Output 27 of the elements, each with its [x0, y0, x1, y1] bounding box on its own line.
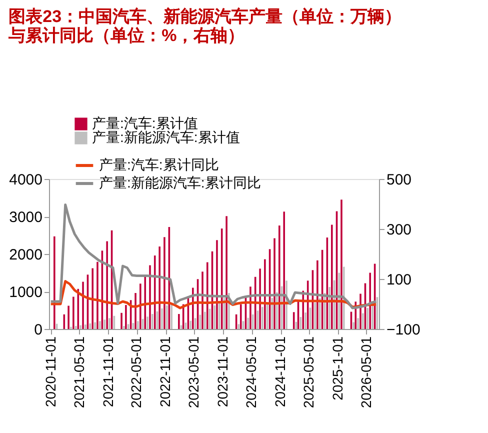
- x-tick-label: 2021-05-01: [70, 336, 87, 408]
- y-tick-label: 2000: [9, 246, 42, 264]
- line-series: [50, 204, 378, 310]
- y2-tick-label: 500: [386, 172, 412, 188]
- y2-tick-label: 300: [386, 222, 412, 238]
- legend-label: 产量:汽车:累计同比: [99, 156, 219, 172]
- y-tick-label: 4000: [9, 172, 42, 188]
- x-tick-label: 2026-05-01: [358, 336, 374, 408]
- x-tick-label: 2021-11-01: [100, 336, 116, 408]
- x-tick-label: 2025-05-01: [300, 336, 317, 408]
- x-tick-label: 2022-05-01: [128, 336, 144, 408]
- x-tick-label: 2025-1-01: [329, 336, 346, 400]
- x-tick-label: 2022-11-01: [157, 336, 174, 408]
- legend-label: 产量:新能源汽车:累计同比: [99, 174, 261, 190]
- y-tick-label: 0: [34, 322, 42, 338]
- y2-tick-label: 100: [386, 272, 412, 288]
- y-tick-label: 3000: [9, 209, 42, 226]
- x-tick-label: 2023-11-01: [214, 336, 231, 408]
- chart-title: 图表23：中国汽车、新能源汽车产量（单位：万辆）与累计同比（单位：%，右轴）: [8, 7, 402, 45]
- y2-tick-label: −100: [386, 322, 420, 338]
- x-tick-label: 2020-11-01: [42, 336, 58, 408]
- legend-label: 产量:新能源汽车:累计值: [92, 129, 240, 145]
- x-tick-label: 2024-11-01: [272, 336, 288, 408]
- y-tick-label: 1000: [9, 284, 42, 301]
- legend-label: 产量:汽车:累计值: [92, 115, 198, 131]
- x-tick-label: 2024-05-01: [243, 336, 260, 408]
- x-tick-label: 2023-05-01: [186, 336, 202, 408]
